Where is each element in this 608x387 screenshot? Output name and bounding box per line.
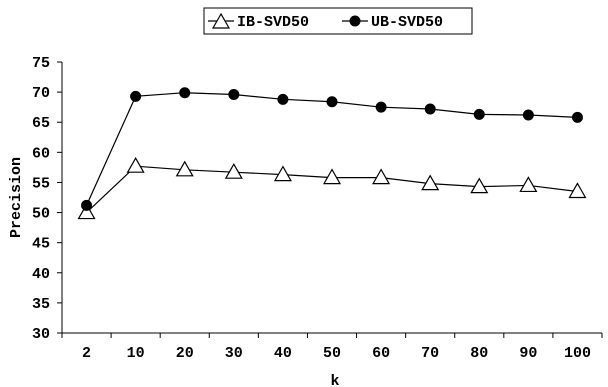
data-point — [322, 168, 342, 185]
data-point — [568, 182, 587, 199]
y-tick-label: 40 — [32, 266, 50, 283]
data-point — [277, 93, 289, 105]
legend-label: IB-SVD50 — [237, 14, 309, 31]
x-tick-label: 100 — [564, 345, 591, 362]
data-point — [224, 162, 243, 179]
data-point — [130, 90, 142, 102]
data-point — [175, 160, 194, 177]
y-tick-label: 35 — [32, 296, 50, 313]
data-point — [424, 103, 436, 115]
x-tick-label: 40 — [274, 345, 292, 362]
x-tick-label: 80 — [470, 345, 488, 362]
data-point — [522, 109, 534, 121]
legend-marker — [349, 15, 361, 27]
data-point — [375, 101, 387, 113]
data-point — [179, 87, 191, 99]
x-tick-label: 70 — [421, 345, 439, 362]
data-point — [81, 199, 93, 211]
series-line — [85, 92, 578, 206]
data-point — [421, 174, 440, 191]
data-point — [126, 156, 145, 173]
x-tick-label: 60 — [372, 345, 390, 362]
x-tick-label: 30 — [225, 345, 243, 362]
legend-marker — [211, 12, 231, 29]
y-axis-title: Precision — [8, 157, 25, 238]
x-tick-label: 2 — [82, 345, 91, 362]
y-tick-label: 30 — [32, 326, 50, 343]
x-axis-title: k — [330, 373, 339, 387]
data-point — [372, 168, 391, 185]
data-point — [326, 96, 338, 108]
x-tick-label: 90 — [519, 345, 537, 362]
x-tick-label: 20 — [176, 345, 194, 362]
y-tick-label: 70 — [32, 85, 50, 102]
y-tick-label: 45 — [32, 236, 50, 253]
data-point — [571, 111, 583, 123]
data-point — [473, 108, 485, 120]
data-point — [519, 176, 538, 193]
series-ub-svd50 — [81, 87, 583, 211]
series-layer — [77, 87, 587, 220]
legend: IB-SVD50 UB-SVD50 — [203, 7, 473, 35]
y-tick-label: 55 — [32, 175, 50, 192]
y-tick-label: 75 — [32, 55, 50, 72]
y-tick-label: 50 — [32, 206, 50, 223]
data-point — [273, 165, 292, 182]
data-point — [470, 177, 489, 194]
legend-box — [203, 7, 473, 35]
data-point — [77, 203, 96, 220]
axes: 30 35 40 45 50 55 60 65 70 75 2 10 20 30 40 50 60 70 80 90 1… — [32, 55, 603, 362]
x-tick-label: 10 — [127, 345, 145, 362]
y-tick-label: 60 — [32, 145, 50, 162]
data-point — [228, 89, 240, 101]
legend-label: UB-SVD50 — [371, 14, 443, 31]
x-tick-label: 50 — [323, 345, 341, 362]
y-tick-label: 65 — [32, 115, 50, 132]
series-ib-svd50 — [77, 156, 587, 220]
